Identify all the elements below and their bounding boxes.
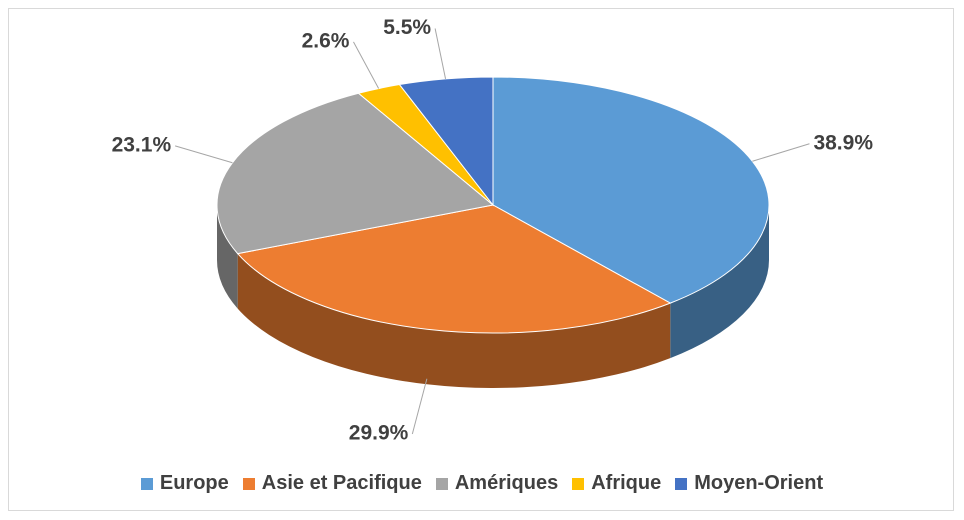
legend: Europe Asie et Pacifique Amériques Afrique M… — [0, 472, 964, 495]
legend-swatch — [675, 477, 688, 490]
slice — [492, 76, 770, 304]
chart-frame — [8, 8, 954, 511]
legend-item: Amériques — [435, 472, 559, 495]
legend-label: Amériques — [454, 472, 559, 494]
legend-label: Moyen-Orient — [694, 472, 824, 494]
leader-line — [752, 143, 810, 162]
slice — [398, 76, 494, 207]
legend-item: Moyen-Orient — [675, 472, 823, 495]
legend-label: Europe — [159, 472, 229, 494]
data-label: 29.9% — [349, 422, 409, 445]
leader-line — [353, 41, 380, 89]
slice-side — [237, 253, 671, 389]
data-label: 23.1% — [112, 133, 172, 156]
legend-swatch — [572, 477, 585, 490]
leader-line — [411, 378, 428, 435]
legend-label: Afrique — [591, 472, 662, 494]
slice — [216, 92, 495, 255]
data-label: 38.9% — [813, 131, 873, 154]
legend-swatch — [140, 477, 153, 490]
leader-line — [174, 145, 233, 164]
slice-side — [670, 205, 769, 359]
legend-swatch — [242, 477, 255, 490]
legend-item: Europe — [140, 472, 229, 495]
data-label: 2.6% — [302, 29, 350, 52]
labels: 38.9% 29.9% 23.1% 2.6% 5.5% — [112, 16, 874, 445]
legend-swatch — [435, 477, 448, 490]
pie-tops — [216, 76, 770, 334]
legend-label: Asie et Pacifique — [261, 472, 422, 494]
legend-item: Afrique — [572, 472, 661, 495]
data-label: 5.5% — [383, 16, 431, 39]
leader-line — [434, 28, 447, 80]
slice — [236, 204, 672, 334]
legend-item: Asie et Pacifique — [242, 472, 422, 495]
